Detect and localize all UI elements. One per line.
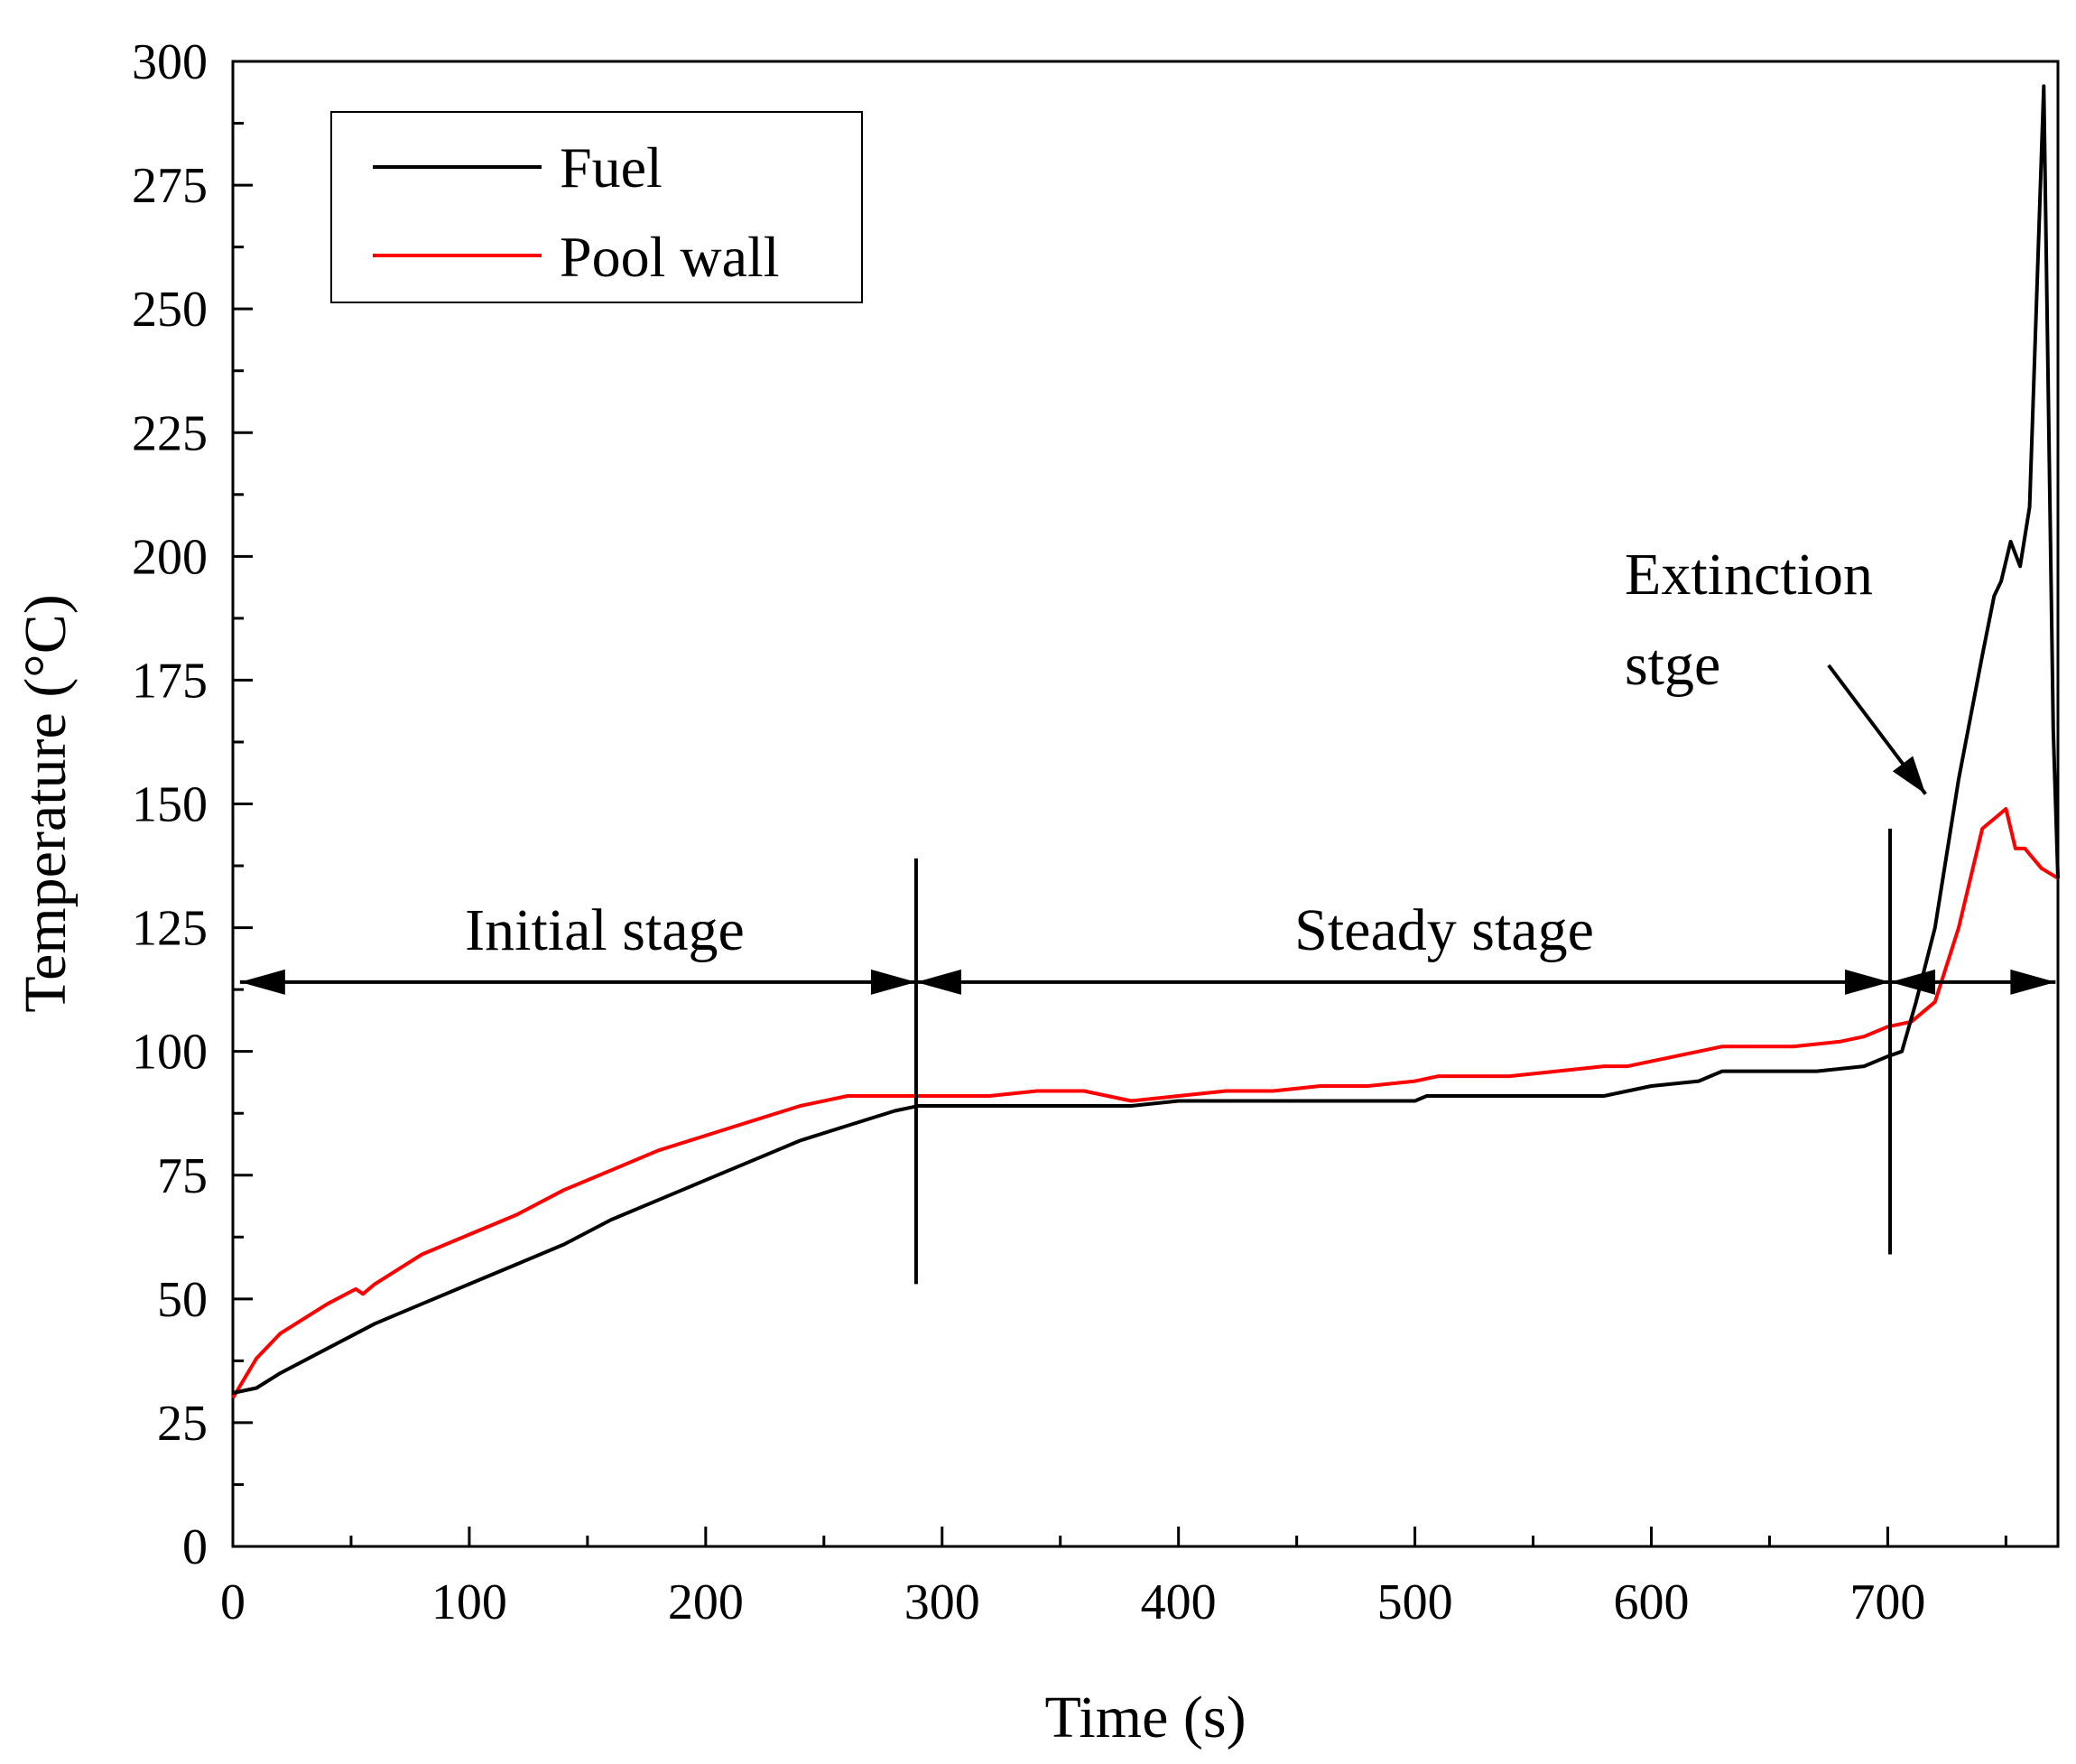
legend: Fuel Pool wall (330, 111, 863, 303)
y-tick-label: 0 (182, 1519, 208, 1575)
initial-stage-label: Initial stage (465, 897, 745, 963)
stage-marks (239, 664, 2056, 1285)
initial-stage-arrow-head-left (239, 969, 285, 995)
extinction-stage-arrow-head-right (2010, 969, 2056, 995)
x-tick-label: 600 (1614, 1574, 1690, 1630)
extinction-stage-label-line1: Extinction (1625, 542, 1873, 608)
steady-stage-arrow-head-right (1845, 969, 1891, 995)
y-tick-label: 250 (132, 282, 208, 338)
y-tick-label: 125 (132, 901, 208, 957)
extinction-stage-arrow-head-left (1890, 969, 1936, 995)
y-tick-label: 25 (157, 1396, 208, 1452)
steady-stage-label: Steady stage (1294, 897, 1594, 963)
y-tick-label: 275 (132, 158, 208, 214)
y-tick-label: 225 (132, 405, 208, 461)
x-tick-label: 100 (431, 1574, 507, 1630)
x-axis-title: Time (s) (1044, 1685, 1246, 1750)
x-tick-label: 300 (904, 1574, 980, 1630)
y-tick-label: 75 (157, 1148, 208, 1204)
steady-stage-arrow-head-left (915, 969, 961, 995)
series-line-fuel (232, 84, 2060, 1395)
extinction-stage-label-line2: stge (1625, 632, 1720, 698)
initial-stage-arrow-head-right (870, 969, 916, 995)
y-tick-labels: 0 25 50 75 100 125 150 175 200 225 250 275 300 (132, 34, 208, 1575)
x-tick-label: 700 (1849, 1574, 1925, 1630)
axis-ticks (231, 60, 2007, 1548)
y-tick-label: 300 (132, 34, 208, 90)
y-tick-label: 175 (132, 653, 208, 709)
x-tick-label: 0 (220, 1574, 246, 1630)
x-tick-labels: 0 100 200 300 400 500 600 700 (220, 1574, 1925, 1630)
legend-label-pool-wall: Pool wall (560, 225, 780, 289)
y-tick-label: 150 (132, 777, 208, 833)
y-tick-label: 200 (132, 529, 208, 585)
y-axis-title: Temperature (°C) (13, 594, 79, 1012)
x-tick-label: 500 (1377, 1574, 1453, 1630)
x-tick-label: 400 (1141, 1574, 1217, 1630)
extinction-pointer-arrow-head (1892, 756, 1926, 794)
series-line-pool-wall (231, 807, 2060, 1399)
y-tick-label: 100 (132, 1025, 208, 1081)
y-tick-label: 50 (157, 1272, 208, 1328)
series-lines (231, 84, 2060, 1399)
legend-box (330, 111, 863, 303)
legend-label-fuel: Fuel (560, 135, 663, 200)
x-tick-label: 200 (668, 1574, 744, 1630)
